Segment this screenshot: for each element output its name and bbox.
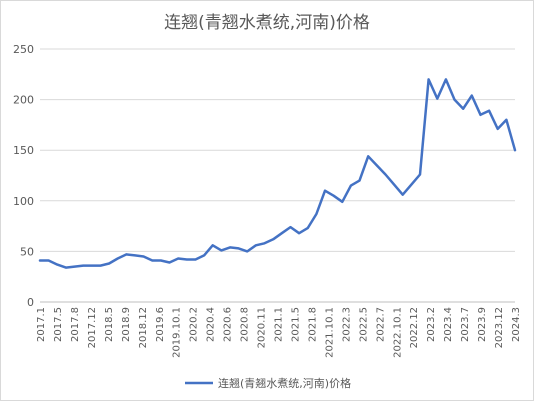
x-tick-label: 2022.3 <box>341 307 352 342</box>
x-tick-label: 2020.6 <box>223 307 234 342</box>
x-tick-label: 2022.10.1 <box>392 307 403 358</box>
y-tick-label: 150 <box>13 144 34 157</box>
y-tick-label: 100 <box>13 195 34 208</box>
x-tick-label: 2023.4 <box>443 307 454 342</box>
x-tick-label: 2020.11 <box>257 307 268 348</box>
x-tick-label: 2017.12 <box>87 307 98 348</box>
x-tick-label: 2023.12 <box>494 307 505 348</box>
x-tick-label: 2024.3 <box>511 307 522 342</box>
x-tick-label: 2023.2 <box>426 307 437 342</box>
x-tick-label: 2017.5 <box>53 307 64 342</box>
x-tick-label: 2023.9 <box>477 307 488 342</box>
x-tick-label: 2020.2 <box>189 307 200 342</box>
x-tick-label: 2017.8 <box>70 307 81 342</box>
x-tick-label: 2021.1 <box>274 307 285 342</box>
x-tick-label: 2018.9 <box>121 307 132 342</box>
legend-label: 连翘(青翘水煮统,河南)价格 <box>218 376 351 390</box>
y-tick-label: 50 <box>20 245 34 258</box>
x-tick-label: 2019.10.1 <box>172 307 183 358</box>
x-tick-label: 2018.12 <box>138 307 149 348</box>
x-tick-label: 2018.5 <box>104 307 115 342</box>
x-tick-label: 2022.7 <box>375 307 386 342</box>
x-tick-label: 2021.5 <box>290 307 301 342</box>
x-tick-label: 2021.10.1 <box>324 307 335 358</box>
series-layer <box>38 78 517 269</box>
x-tick-label: 2022.12 <box>409 307 420 348</box>
y-tick-label: 200 <box>13 94 34 107</box>
x-tick-label: 2023.7 <box>460 307 471 342</box>
x-tick-label: 2020.4 <box>206 307 217 342</box>
x-tick-label: 2021.8 <box>307 307 318 342</box>
x-tick-label: 2020.8 <box>240 307 251 342</box>
y-tick-label: 0 <box>27 296 34 309</box>
x-tick-label: 2022.5 <box>358 307 369 342</box>
x-axis: 2017.1 2017.5 2017.8 2017.12 2018.5 2018.9 201… <box>36 301 522 358</box>
x-tick-label: 2019.6 <box>155 307 166 342</box>
legend: 连翘(青翘水煮统,河南)价格 <box>185 376 351 390</box>
y-axis: 0 50 100 150 200 250 <box>13 43 34 309</box>
chart-title: 连翘(青翘水煮统,河南)价格 <box>164 13 370 33</box>
series-line <box>38 78 517 269</box>
x-tick-label: 2017.1 <box>36 307 47 342</box>
y-tick-label: 250 <box>13 43 34 56</box>
